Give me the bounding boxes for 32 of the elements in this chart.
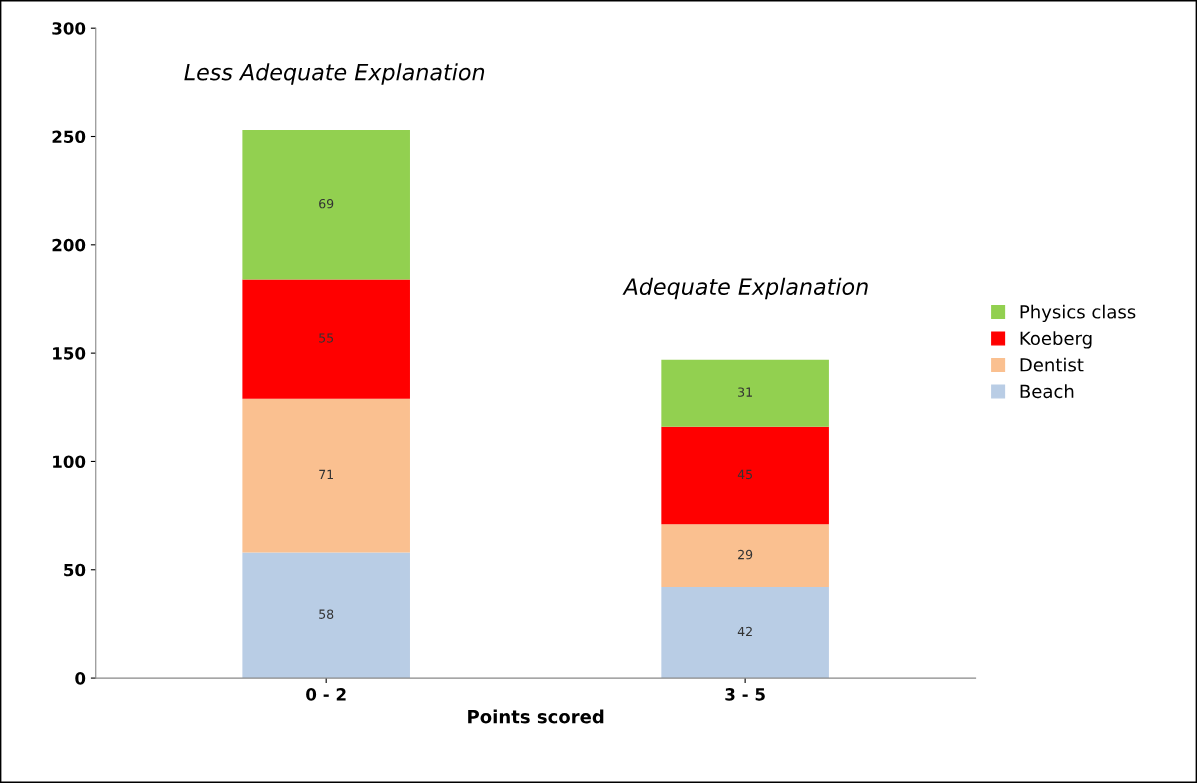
x-tick-label: 3 - 5 (725, 688, 765, 701)
annotation: Less Adequate Explanation (184, 63, 485, 85)
data-label: 42 (737, 626, 752, 637)
y-tick-label: 250 (52, 130, 86, 144)
bar (242, 130, 410, 280)
legend-label: Dentist (1020, 357, 1084, 372)
y-tick-label: 150 (53, 347, 86, 360)
x-axis-title: Points scored (468, 709, 604, 724)
data-label: 58 (319, 609, 334, 619)
y-tick-label: 100 (53, 455, 86, 469)
legend-label: Physics class (1020, 304, 1136, 323)
bar (661, 524, 829, 588)
y-tick-label: 200 (52, 238, 86, 252)
legend-label: Koeberg (1020, 331, 1092, 349)
y-tick-label: 0 (75, 672, 86, 685)
data-label: 69 (319, 198, 334, 209)
bar (661, 587, 829, 679)
data-label: 31 (738, 387, 752, 397)
bar (661, 426, 829, 525)
bar (242, 398, 410, 553)
legend-label: Beach (1020, 384, 1074, 399)
bar (242, 279, 410, 399)
y-tick-label: 300 (52, 22, 86, 35)
data-label: 71 (319, 469, 333, 479)
y-tick-label: 50 (64, 563, 86, 577)
data-label: 45 (737, 469, 752, 480)
data-label: 29 (738, 549, 753, 560)
x-tick-label: 0 - 2 (306, 688, 346, 701)
data-label: 55 (319, 333, 334, 343)
annotation: Adequate Explanation (622, 277, 868, 300)
bar (661, 359, 829, 427)
bar (242, 552, 410, 679)
